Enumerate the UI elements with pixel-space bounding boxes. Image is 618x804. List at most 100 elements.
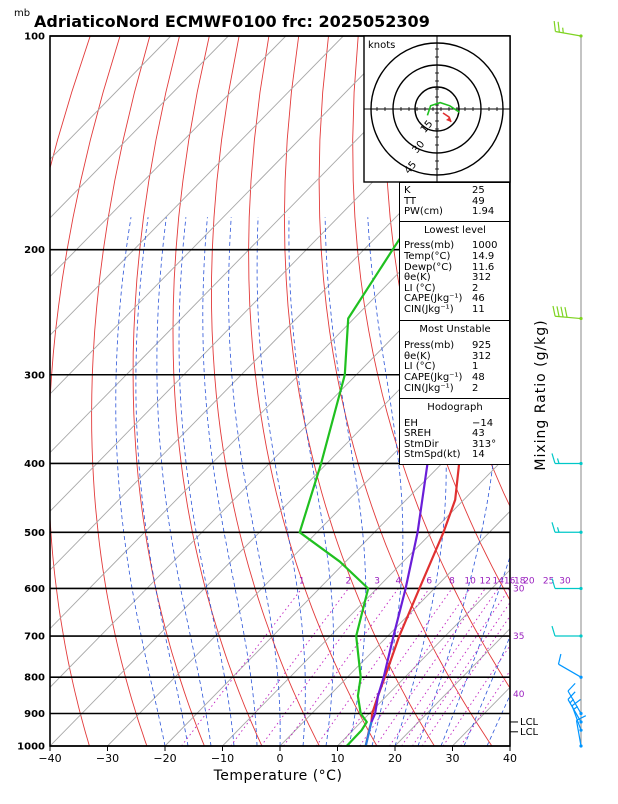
barb-half-flag (563, 28, 564, 33)
lowest-level-key: Temp(°C) (404, 252, 472, 263)
pressure-tick-label: 500 (24, 528, 45, 539)
diagram-lines (0, 36, 618, 746)
pressure-tick-label: 1000 (17, 742, 45, 753)
most-unstable-value: 2 (472, 384, 478, 395)
lowest-level-row: Temp(°C)14.9 (404, 252, 506, 263)
dry-adiabat (3, 36, 90, 746)
mixing-ratio-label: 6 (426, 576, 432, 586)
most-unstable-key: CAPE(Jkg⁻¹) (404, 373, 472, 384)
barb-flag (558, 22, 559, 32)
index-key: K (404, 186, 472, 197)
lcl-label: LCL (520, 727, 539, 738)
x-tick-label: 40 (503, 752, 517, 765)
most-unstable-value: 48 (472, 373, 485, 384)
moist-adiabat (257, 217, 305, 746)
barb-flag (558, 654, 560, 664)
isotherm (0, 36, 618, 746)
x-tick-label: −20 (153, 752, 176, 765)
index-value: 1.94 (472, 207, 494, 218)
pressure-tick-label: 100 (24, 32, 45, 43)
dry-adiabat (92, 36, 150, 746)
x-tick-label: −30 (96, 752, 119, 765)
x-axis-label: Temperature (°C) (213, 768, 343, 784)
mixing-ratio-label: 20 (523, 576, 535, 586)
isotherm (0, 36, 618, 746)
x-tick-label: 10 (331, 752, 345, 765)
pressure-tick-label: 300 (24, 370, 45, 381)
mixing-ratio-line (376, 589, 486, 747)
moist-adiabat (289, 217, 334, 746)
isotherm (0, 36, 343, 746)
moist-adiabat (179, 217, 234, 746)
moist-adiabat (510, 217, 618, 746)
most-unstable-row: CAPE(Jkg⁻¹)48 (404, 373, 506, 384)
index-value: 25 (472, 186, 485, 197)
dry-adiabat (567, 36, 618, 746)
index-row: PW(cm)1.94 (404, 207, 506, 218)
hodograph-unit: knots (368, 40, 395, 51)
isotherm (510, 36, 618, 746)
theta-label: 35 (513, 632, 524, 642)
barb-half-flag (570, 699, 574, 703)
mixing-ratio-label: 30 (559, 576, 571, 586)
barb-flag (552, 522, 555, 532)
barb-half-flag (558, 527, 560, 532)
theta-label: 40 (513, 690, 525, 700)
barb-flag (565, 307, 567, 317)
mixing-ratio-label: 10 (464, 576, 476, 586)
moist-adiabat (229, 217, 281, 746)
dry-adiabat (537, 36, 618, 746)
hodograph-stats-title: Hodograph (404, 403, 506, 414)
barb-shaft (558, 664, 581, 677)
dry-adiabat (597, 36, 618, 746)
theta-label: 30 (513, 584, 525, 594)
x-tick-label: −40 (38, 752, 61, 765)
lowest-level-title: Lowest level (404, 226, 506, 237)
x-tick-label: 20 (388, 752, 402, 765)
pressure-tick-label: 700 (24, 632, 45, 643)
hodograph-stat-key: StmSpd(kt) (404, 450, 472, 461)
barb-half-flag (573, 706, 577, 709)
pressure-tick-label: 900 (24, 709, 45, 720)
mixing-ratio-label: 4 (395, 576, 401, 586)
barb-flag (568, 683, 575, 691)
x-tick-label: 30 (446, 752, 460, 765)
mixing-ratio-label: 14 (492, 576, 504, 586)
lowest-level-value: 11 (472, 305, 485, 316)
mixing-ratio-line (390, 589, 499, 747)
lowest-level-value: 14.9 (472, 252, 494, 263)
mixing-ratio-label: 12 (480, 576, 491, 586)
mixing-ratio-label: 8 (449, 576, 455, 586)
wind-barbs (552, 21, 586, 747)
pressure-tick-label: 600 (24, 584, 45, 595)
dry-adiabat (48, 36, 120, 746)
barb-flag (557, 306, 559, 316)
lowest-level-row: CIN(Jkg⁻¹)11 (404, 305, 506, 316)
pressure-tick-label: 800 (24, 673, 45, 684)
barb-half-flag (558, 458, 560, 463)
moist-adiabat (136, 217, 188, 746)
pressure-unit-label: mb (14, 8, 30, 19)
mixing-ratio-axis-label: Mixing Ratio (g/kg) (533, 319, 549, 470)
hodograph-stat-value: 14 (472, 450, 485, 461)
mixing-ratio-label: 3 (374, 576, 380, 586)
x-tick-label: 0 (277, 752, 284, 765)
most-unstable-title: Most Unstable (404, 325, 506, 336)
mixing-ratio-label: 1 (299, 576, 305, 586)
pressure-tick-label: 400 (24, 459, 45, 470)
mixing-ratio-line (231, 589, 349, 747)
index-key: PW(cm) (404, 207, 472, 218)
chart-title: AdriaticoNord ECMWF0100 frc: 2025052309 (34, 12, 430, 31)
barb-flag (552, 453, 555, 463)
barb-flag (552, 626, 555, 636)
barb-flag (561, 307, 563, 317)
barb-flag (554, 21, 555, 31)
